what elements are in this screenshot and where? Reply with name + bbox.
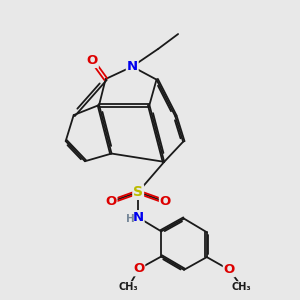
Text: N: N xyxy=(133,211,144,224)
Text: S: S xyxy=(133,185,143,199)
Text: CH₃: CH₃ xyxy=(119,282,139,292)
Text: H: H xyxy=(125,214,134,224)
Text: CH₃: CH₃ xyxy=(232,282,251,292)
Text: O: O xyxy=(87,54,98,67)
Text: O: O xyxy=(105,195,117,208)
Text: O: O xyxy=(224,263,235,276)
Text: O: O xyxy=(133,262,144,275)
Text: O: O xyxy=(160,195,171,208)
Text: N: N xyxy=(127,60,138,73)
